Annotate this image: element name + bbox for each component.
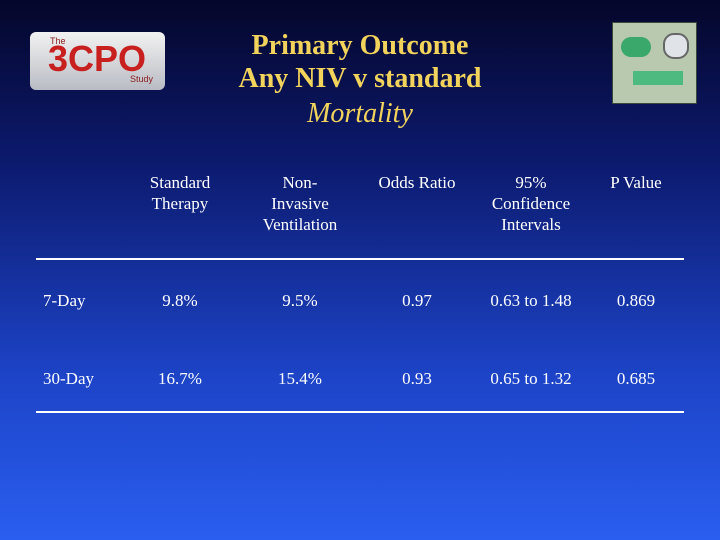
table-rule [36, 411, 684, 413]
row-label: 7-Day [43, 291, 86, 310]
title-line: Primary Outcome [251, 30, 469, 61]
column-header: Non- [282, 173, 318, 192]
table-cell: 9.8% [162, 291, 198, 310]
table-cell: 0.63 to 1.48 [490, 291, 572, 310]
table-cell: 0.93 [402, 369, 432, 388]
column-header: Invasive [271, 194, 329, 213]
table-cell: 0.869 [616, 291, 656, 310]
table-cell: 0.97 [402, 291, 432, 310]
logo-small-bottom: Study [130, 74, 154, 84]
table-cell: 0.65 to 1.32 [490, 369, 572, 388]
column-header: Therapy [151, 194, 209, 213]
table-cell: 16.7% [158, 369, 202, 388]
table-rule [36, 258, 684, 260]
subtitle: Mortality [307, 98, 413, 129]
column-header: P Value [610, 173, 662, 192]
logo-main: 3CPO [48, 38, 147, 79]
photo [612, 22, 697, 104]
column-header: Confidence [491, 194, 571, 213]
logo: The 3CPO Study [30, 32, 165, 90]
column-header: 95% [515, 173, 547, 192]
row-label: 30-Day [43, 369, 94, 388]
title-line: Any NIV v standard [238, 63, 482, 94]
photo-tube [633, 71, 683, 85]
photo-mask [621, 37, 651, 57]
table-cell: 9.5% [282, 291, 318, 310]
column-header: Standard [149, 173, 211, 192]
column-header: Intervals [501, 215, 561, 234]
column-header: Odds Ratio [378, 173, 456, 192]
logo-small-top: The [50, 36, 66, 46]
photo-gauge [663, 33, 689, 59]
table-cell: 15.4% [278, 369, 322, 388]
column-header: Ventilation [262, 215, 338, 234]
table-cell: 0.685 [616, 369, 656, 388]
